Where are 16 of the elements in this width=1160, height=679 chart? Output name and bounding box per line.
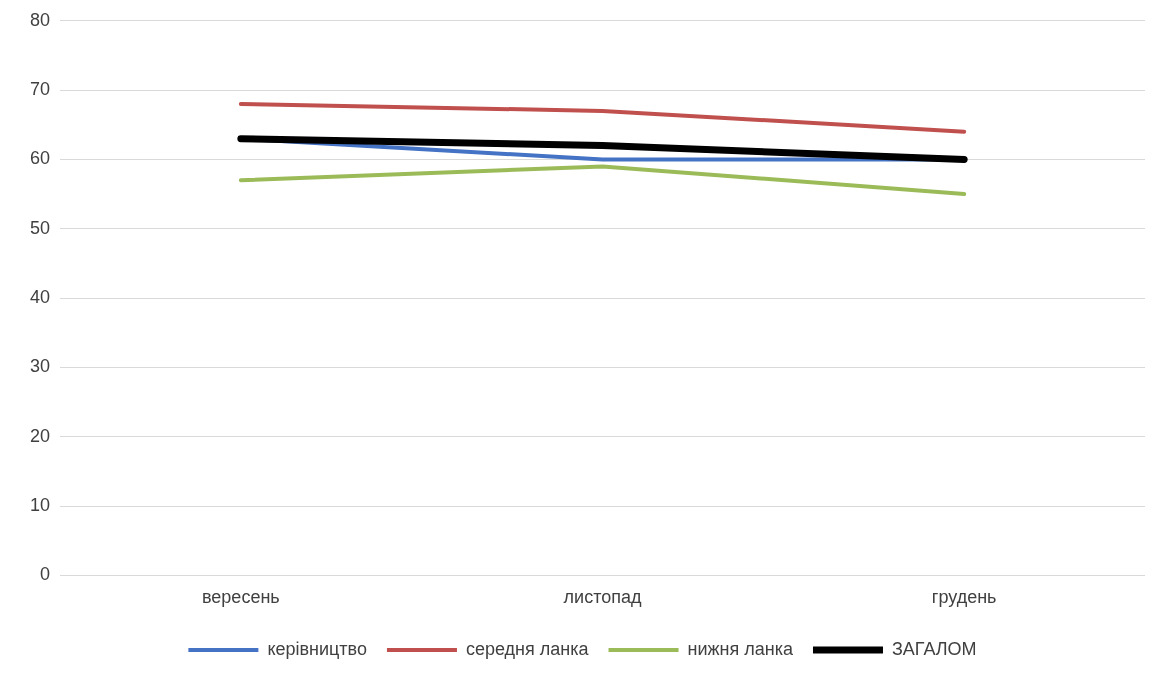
y-tick-label: 50 (29, 217, 51, 238)
y-tick-label: 80 (29, 9, 51, 30)
x-tick-label: грудень (931, 587, 997, 608)
y-tick-label: 60 (29, 148, 51, 169)
y-tick-label: 0 (40, 564, 51, 585)
y-tick-label: 10 (29, 495, 51, 516)
y-tick-label: 30 (29, 356, 51, 377)
y-tick-label: 20 (29, 425, 51, 446)
legend-label: керівництво (267, 638, 367, 659)
legend-label: середня ланка (465, 638, 590, 659)
x-tick-label: вересень (201, 587, 280, 608)
y-tick-label: 40 (29, 287, 51, 308)
x-tick-label: листопад (563, 587, 642, 608)
y-tick-label: 70 (29, 79, 51, 100)
legend-label: ЗАГАЛОМ (891, 638, 977, 659)
legend-label: нижня ланка (687, 638, 794, 659)
